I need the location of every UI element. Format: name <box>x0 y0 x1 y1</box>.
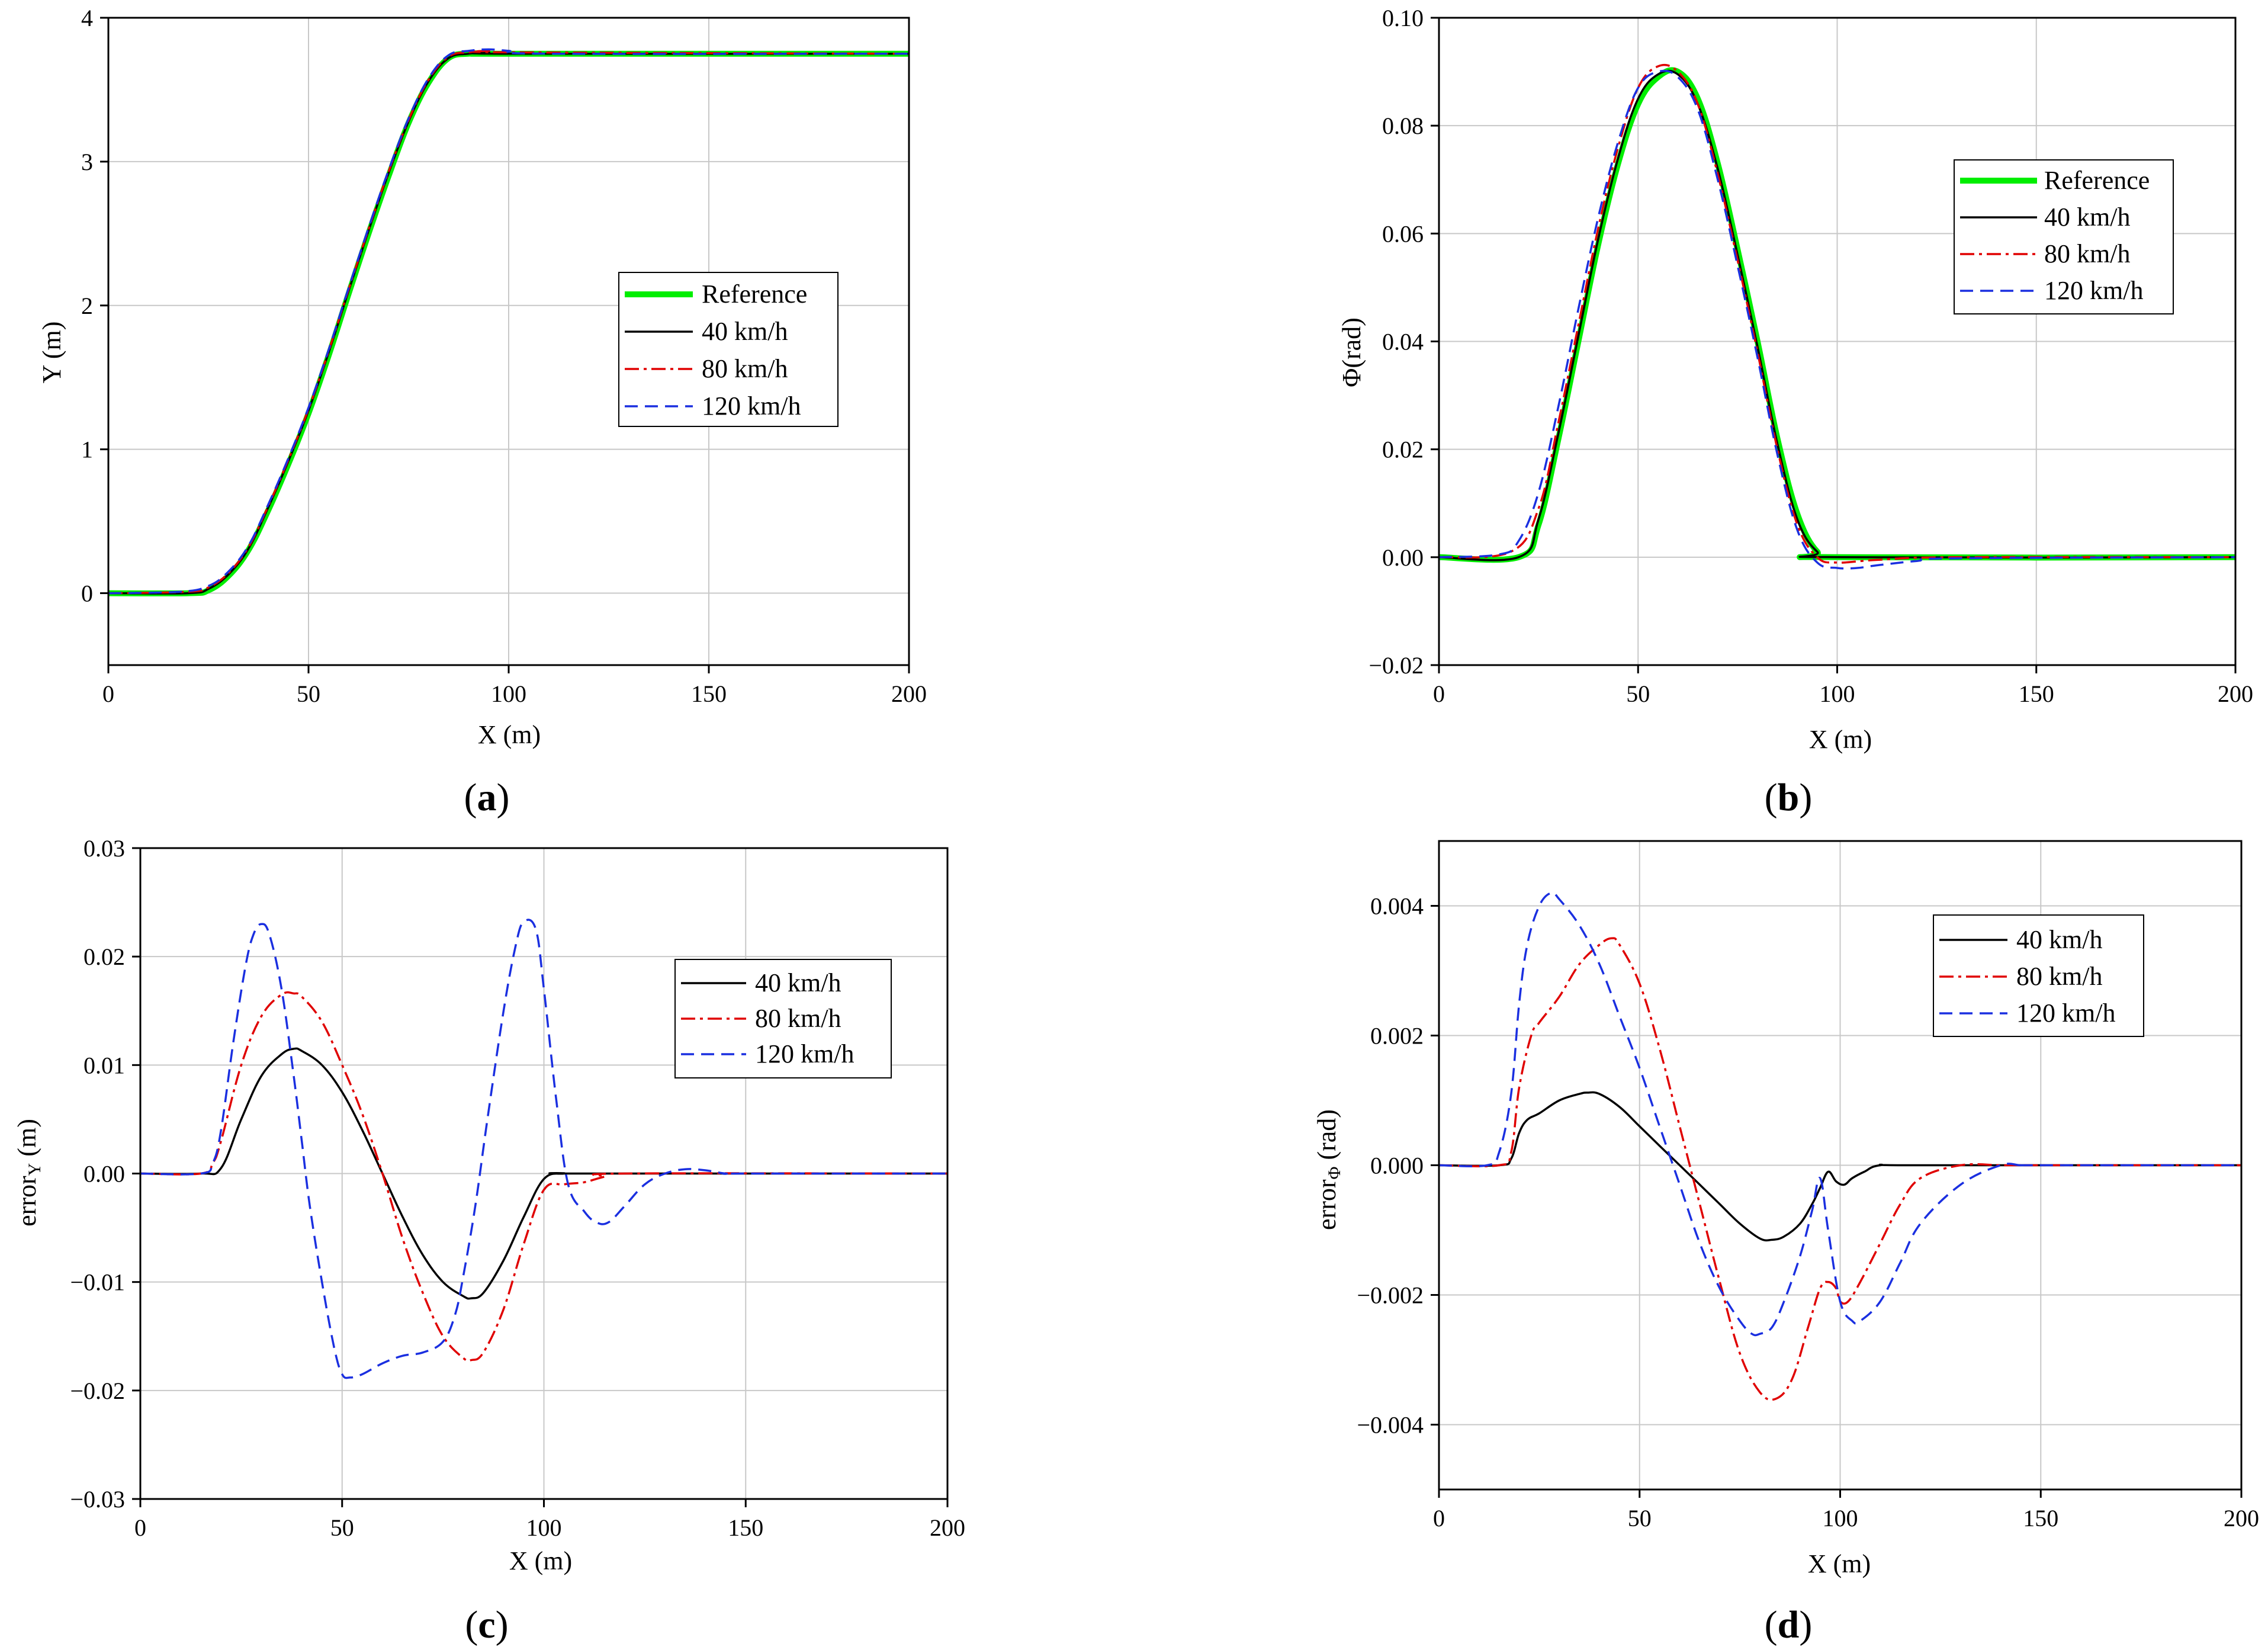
panel-a-legend-label-40: 40 km/h <box>702 317 788 346</box>
panel-b-ytick-label-1: 0.00 <box>1382 544 1424 571</box>
panel-d-xtick-label-2: 100 <box>1823 1505 1858 1532</box>
panel-a-legend-label-80: 80 km/h <box>702 354 788 383</box>
panel-c-ylabel: errorY (m) <box>12 1119 44 1227</box>
panel-b-legend-label-40: 40 km/h <box>2044 203 2130 232</box>
panel-a-series <box>108 48 909 596</box>
panel-a-ytick-label-2: 2 <box>81 293 93 319</box>
panel-a-ytick-label-3: 3 <box>81 149 93 175</box>
panel-c-xtick-label-0: 0 <box>134 1514 146 1541</box>
panel-b-xtick-label-2: 100 <box>1820 680 1855 707</box>
panel-a-legend-label-reference: Reference <box>702 280 807 309</box>
panel-b-series <box>1439 63 2235 570</box>
panel-c-ytick-label-4: 0.01 <box>83 1052 125 1078</box>
panel-d-ytick-label-0: −0.004 <box>1357 1412 1424 1439</box>
panel-d-xtick-label-1: 50 <box>1628 1505 1652 1532</box>
panel-d-series <box>1439 891 2241 1401</box>
panel-b-ylabel: Φ(rad) <box>1337 317 1366 387</box>
panel-a: 0 50 100 150 200 0 1 2 3 4 X (m) Y (m) Reference … <box>37 5 927 819</box>
panel-b: 0 50 100 150 200 −0.02 0.00 0.02 0.04 0.06 0.08 0.1… <box>1337 5 2253 819</box>
panel-c-legend: 40 km/h 80 km/h 120 km/h <box>674 959 892 1078</box>
panel-b-xlabel: X (m) <box>1809 725 1872 754</box>
panel-a-ytick-label-4: 4 <box>81 5 93 31</box>
panel-c-ytick-label-3: 0.00 <box>83 1161 125 1187</box>
panel-b-ytick-label-2: 0.02 <box>1382 436 1424 463</box>
panel-b-label: (b) <box>1765 776 1813 819</box>
panel-b-legend-box <box>1954 159 2174 314</box>
panel-b-xtick-label-0: 0 <box>1433 680 1445 707</box>
panel-d-ticks: 0 50 100 150 200 −0.004 −0.002 0.000 0.002 0.004 <box>1357 893 2259 1532</box>
panel-a-xtick-label-4: 200 <box>891 680 927 707</box>
panel-d-series-v120 <box>1439 891 2241 1337</box>
panel-b-ytick-label-3: 0.04 <box>1382 329 1424 355</box>
panel-c-label: (c) <box>465 1603 508 1646</box>
panel-b-xtick-label-3: 150 <box>2019 680 2054 707</box>
panel-a-ytick-label-1: 1 <box>81 436 93 463</box>
panel-d-ytick-label-3: 0.002 <box>1370 1023 1424 1049</box>
panel-d-xtick-label-3: 150 <box>2023 1505 2058 1532</box>
panel-c-ytick-label-2: −0.01 <box>70 1269 125 1296</box>
panel-d-legend-label-80: 80 km/h <box>2016 962 2102 991</box>
panel-c: 0 50 100 150 200 −0.03 −0.02 −0.01 0.00 0.01 0.02 0… <box>12 835 965 1646</box>
panel-a-xtick-label-3: 150 <box>691 680 727 707</box>
panel-c-legend-label-80: 80 km/h <box>755 1004 841 1033</box>
panel-c-ytick-label-6: 0.03 <box>83 835 125 862</box>
panel-a-legend-box <box>618 272 839 427</box>
panel-b-ytick-label-6: 0.10 <box>1382 5 1424 31</box>
panel-a-xtick-label-1: 50 <box>297 680 320 707</box>
panel-d-ytick-label-2: 0.000 <box>1370 1153 1424 1179</box>
panel-a-ylabel: Y (m) <box>37 322 66 384</box>
panel-a-xtick-label-0: 0 <box>102 680 114 707</box>
panel-c-series-v80 <box>140 991 947 1362</box>
panel-b-xtick-label-1: 50 <box>1626 680 1650 707</box>
panel-c-xlabel: X (m) <box>509 1546 572 1575</box>
panel-d-legend: 40 km/h 80 km/h 120 km/h <box>1933 914 2144 1037</box>
panel-a-legend-label-120: 120 km/h <box>702 391 801 420</box>
panel-d-ytick-label-4: 0.004 <box>1370 893 1424 920</box>
panel-b-legend: Reference 40 km/h 80 km/h 120 km/h <box>1954 159 2174 314</box>
panel-b-series-v80 <box>1439 63 2235 564</box>
panel-a-label: (a) <box>464 776 510 819</box>
panel-b-ytick-label-0: −0.02 <box>1368 652 1424 679</box>
panel-b-legend-label-80: 80 km/h <box>2044 239 2130 268</box>
panel-b-ticks: 0 50 100 150 200 −0.02 0.00 0.02 0.04 0.06 0.08 0.1… <box>1368 5 2253 707</box>
panel-d-xtick-label-4: 200 <box>2224 1505 2259 1532</box>
panel-c-ytick-label-1: −0.02 <box>70 1378 125 1404</box>
panel-c-ytick-label-0: −0.03 <box>70 1486 125 1513</box>
panel-c-ticks: 0 50 100 150 200 −0.03 −0.02 −0.01 0.00 0.01 0.02 0… <box>70 835 965 1541</box>
panel-a-ytick-label-0: 0 <box>81 580 93 607</box>
panel-b-xtick-label-4: 200 <box>2218 680 2253 707</box>
panel-d-ylabel: errorΦ (rad) <box>1312 1109 1344 1230</box>
panel-d-legend-label-40: 40 km/h <box>2016 925 2102 954</box>
panel-c-ytick-label-5: 0.02 <box>83 943 125 970</box>
panel-d-label: (d) <box>1765 1603 1813 1646</box>
panel-c-xtick-label-3: 150 <box>728 1514 763 1541</box>
panel-a-xtick-label-2: 100 <box>491 680 526 707</box>
panel-c-legend-label-40: 40 km/h <box>755 968 841 997</box>
panel-d-legend-label-120: 120 km/h <box>2016 999 2115 1028</box>
panel-c-xtick-label-1: 50 <box>330 1514 354 1541</box>
panel-d-ytick-label-1: −0.002 <box>1357 1282 1424 1309</box>
panel-c-series-v40 <box>140 1047 947 1300</box>
panel-b-ytick-label-5: 0.08 <box>1382 113 1424 139</box>
panel-c-xtick-label-4: 200 <box>930 1514 965 1541</box>
panel-a-xlabel: X (m) <box>478 720 541 749</box>
panel-c-series-v120 <box>140 919 947 1379</box>
panel-a-ticks: 0 50 100 150 200 0 1 2 3 4 <box>81 5 927 707</box>
panel-d-xlabel: X (m) <box>1808 1549 1871 1578</box>
panel-a-series-v120 <box>108 48 909 595</box>
panel-b-ytick-label-4: 0.06 <box>1382 220 1424 247</box>
panel-c-series <box>140 919 947 1379</box>
panel-b-legend-label-reference: Reference <box>2044 166 2150 195</box>
panel-d-series-v40 <box>1439 1091 2241 1242</box>
panel-b-series-v120 <box>1439 69 2235 570</box>
panel-c-legend-label-120: 120 km/h <box>755 1039 854 1068</box>
panel-a-legend: Reference 40 km/h 80 km/h 120 km/h <box>618 272 839 427</box>
panel-d: 0 50 100 150 200−0.004−0.0020.0000.0020.004 … <box>1312 840 2259 1646</box>
panel-c-xtick-label-2: 100 <box>526 1514 562 1541</box>
panel-b-legend-label-120: 120 km/h <box>2044 276 2143 305</box>
panel-d-series-v80 <box>1439 937 2241 1401</box>
panel-d-xtick-label-0: 0 <box>1433 1505 1445 1532</box>
